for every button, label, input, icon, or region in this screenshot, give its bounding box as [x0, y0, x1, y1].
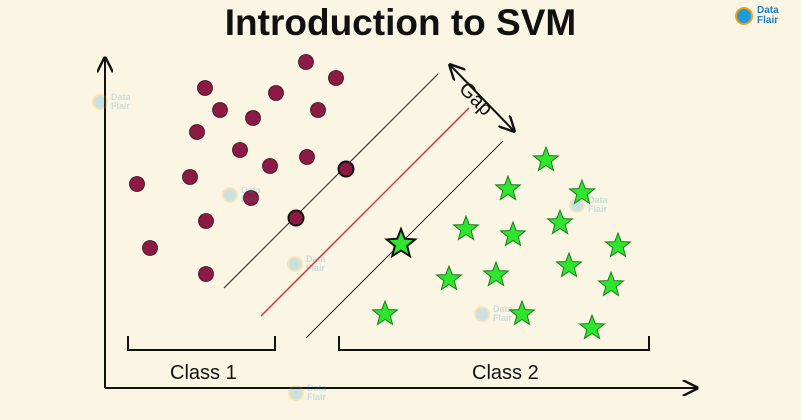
- class1-point: [212, 102, 228, 118]
- class2-point: [435, 264, 463, 291]
- margin-line-upper: [223, 73, 439, 289]
- class1-label: Class 1: [170, 362, 237, 384]
- class2-point: [546, 208, 574, 235]
- watermark-logo: Data Flair: [287, 255, 332, 273]
- class1-point: [298, 54, 314, 70]
- class1-point: [189, 124, 205, 140]
- class1-point: [268, 85, 284, 101]
- class2-point: [371, 299, 399, 326]
- class2-point: [604, 231, 632, 258]
- class2-point: [555, 251, 583, 278]
- class1-point: [198, 266, 214, 282]
- class1-point: [129, 176, 145, 192]
- class2-point: [578, 313, 606, 340]
- class1-point: [198, 213, 214, 229]
- hyperplane: [260, 107, 470, 317]
- class2-point: [499, 220, 527, 247]
- brand-logo-icon: [735, 7, 753, 25]
- class1-point: [299, 149, 315, 165]
- watermark-logo: Data Flair: [474, 305, 519, 323]
- class1-support-vector: [337, 160, 355, 178]
- class2-point: [532, 145, 560, 172]
- watermark-logo: Data Flair: [569, 196, 614, 214]
- class2-point: [508, 299, 536, 326]
- class1-point: [232, 142, 248, 158]
- brand-logo: Data Flair: [735, 6, 787, 26]
- class1-point: [182, 169, 198, 185]
- class1-point: [310, 102, 326, 118]
- class1-point: [262, 158, 278, 174]
- class2-point: [494, 174, 522, 201]
- class1-point: [328, 70, 344, 86]
- class2-label: Class 2: [472, 362, 539, 384]
- class1-point: [142, 240, 158, 256]
- class2-support-vector: [384, 226, 418, 259]
- class1-point: [243, 190, 259, 206]
- watermark-logo: Data Flair: [222, 186, 267, 204]
- class2-point: [452, 214, 480, 241]
- gap-arrow: [450, 65, 514, 131]
- class1-bracket: [127, 336, 276, 351]
- class1-point: [197, 80, 213, 96]
- watermark-logo: Data Flair: [92, 93, 137, 111]
- watermark-logo: Data Flair: [288, 384, 333, 402]
- class1-point: [245, 110, 261, 126]
- class2-point: [482, 260, 510, 287]
- class1-support-vector: [287, 209, 305, 227]
- page-title: Introduction to SVM: [224, 2, 577, 43]
- brand-name: Data Flair: [757, 5, 779, 26]
- class2-bracket: [338, 336, 650, 351]
- class2-point: [597, 270, 625, 297]
